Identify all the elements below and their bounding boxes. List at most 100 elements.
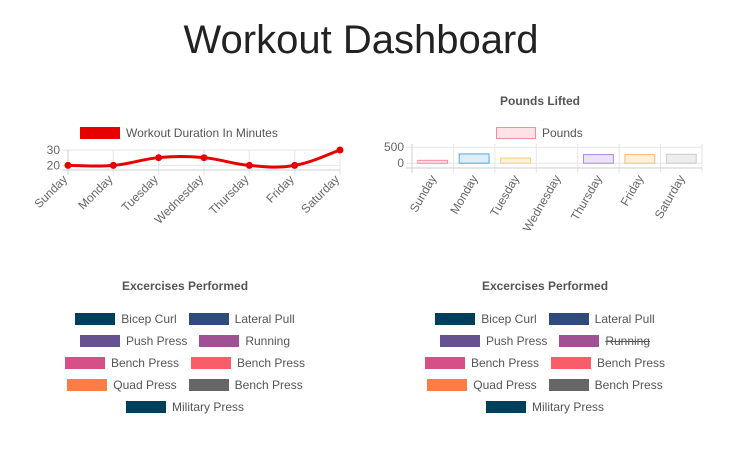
exercise-legend-swatch <box>435 313 476 325</box>
duration-legend-label: Workout Duration In Minutes <box>126 126 278 140</box>
exercise-legend-label: Bicep Curl <box>121 312 177 326</box>
x-tick-label: Thursday <box>206 172 251 217</box>
duration-data-point <box>64 161 72 169</box>
exercise-legend-item[interactable]: Bench Press <box>191 356 305 370</box>
y-tick-label: 20 <box>47 158 61 172</box>
duration-chart-panel: Workout Duration In Minutes 20 30 Sunday Mo… <box>30 120 350 230</box>
exercises-left-legend: Bicep Curl Lateral Pull Push Press Running B… <box>40 272 330 442</box>
duration-legend-swatch <box>80 127 120 139</box>
x-tick-label: Monday <box>447 173 480 217</box>
exercise-legend-label: Running <box>605 334 651 348</box>
x-tick-label: Friday <box>263 172 296 205</box>
exercise-legend-item[interactable]: Running <box>559 334 650 348</box>
page-title: Workout Dashboard <box>183 18 539 62</box>
exercise-legend-item[interactable]: Military Press <box>485 400 604 414</box>
exercise-legend-item[interactable]: Bench Press <box>64 356 179 370</box>
exercise-legend-item[interactable]: Bench Press <box>188 378 303 392</box>
exercise-legend-item[interactable]: Bench Press <box>548 378 663 392</box>
exercise-legend-label: Bench Press <box>594 378 663 392</box>
pounds-bar <box>624 154 656 164</box>
pounds-chart-title: Pounds Lifted <box>500 94 580 108</box>
exercises-right-title: Excercises Performed <box>481 279 609 293</box>
duration-data-point <box>155 154 163 162</box>
exercises-left-title: Excercises Performed <box>121 279 249 293</box>
duration-data-point <box>336 146 344 154</box>
exercise-legend-label: Quad Press <box>473 378 537 392</box>
exercises-right-panel: Excercises Performed Bicep Curl Lateral P… <box>400 272 690 442</box>
exercise-legend-label: Lateral Pull <box>234 312 295 326</box>
pounds-legend-swatch <box>496 127 536 139</box>
exercise-legend-label: Bench Press <box>470 356 539 370</box>
exercise-legend-swatch <box>548 379 589 391</box>
pounds-bar <box>500 157 531 164</box>
exercise-legend-swatch <box>191 357 231 369</box>
duration-data-point <box>291 161 299 169</box>
x-tick-label: Tuesday <box>119 172 161 214</box>
pounds-bar <box>583 154 614 164</box>
exercise-legend-label: Push Press <box>485 334 548 348</box>
exercise-legend-item[interactable]: Military Press <box>125 400 244 414</box>
exercise-legend-label: Push Press <box>125 334 188 348</box>
exercise-legend-label: Lateral Pull <box>594 312 655 326</box>
exercise-legend-swatch <box>188 379 229 391</box>
exercise-legend-swatch <box>427 379 468 391</box>
exercise-legend-swatch <box>79 335 120 347</box>
x-tick-label: Friday <box>618 173 647 209</box>
y-tick-label: 500 <box>384 140 404 154</box>
exercise-legend-label: Quad Press <box>113 378 177 392</box>
exercise-legend-swatch <box>64 357 105 369</box>
exercise-legend-label: Bicep Curl <box>481 312 537 326</box>
x-tick-label: Saturday <box>298 172 342 216</box>
exercises-right-legend: Bicep Curl Lateral Pull Push Press Running B… <box>400 272 690 442</box>
duration-data-point <box>109 161 117 169</box>
duration-data-point <box>245 161 253 169</box>
y-tick-label: 0 <box>397 156 404 170</box>
exercise-legend-label: Running <box>245 334 291 348</box>
pounds-chart-panel: Pounds Lifted Pounds 0 500 Sunday Monday Tue… <box>370 88 710 230</box>
x-tick-label: Thursday <box>568 173 605 223</box>
exercise-legend-item[interactable]: Quad Press <box>67 378 177 392</box>
exercise-legend-swatch <box>424 357 465 369</box>
x-tick-label: Sunday <box>407 173 439 215</box>
pounds-bar <box>417 159 449 164</box>
exercise-legend-swatch <box>75 313 116 325</box>
x-tick-label: Tuesday <box>487 173 522 219</box>
exercise-legend-item[interactable]: Running <box>199 334 290 348</box>
exercise-legend-item[interactable]: Lateral Pull <box>188 312 295 326</box>
exercise-legend-label: Bench Press <box>237 356 306 370</box>
exercise-legend-swatch <box>188 313 229 325</box>
exercise-legend-swatch <box>67 379 108 391</box>
pounds-bar <box>458 153 490 164</box>
exercise-legend-item[interactable]: Quad Press <box>427 378 537 392</box>
x-tick-label: Wednesday <box>520 173 564 231</box>
pounds-bar <box>665 153 697 164</box>
x-tick-label: Saturday <box>652 173 688 222</box>
exercise-legend-swatch <box>199 335 240 347</box>
duration-legend-item[interactable]: Workout Duration In Minutes <box>80 126 278 140</box>
pounds-legend-item[interactable]: Pounds <box>496 126 583 140</box>
exercise-legend-swatch <box>548 313 589 325</box>
exercise-legend-item[interactable]: Push Press <box>79 334 188 348</box>
exercise-legend-swatch <box>559 335 600 347</box>
exercise-legend-item[interactable]: Bench Press <box>551 356 665 370</box>
exercise-legend-swatch <box>551 357 591 369</box>
pounds-legend-label: Pounds <box>542 126 583 140</box>
exercise-legend-swatch <box>485 401 526 413</box>
exercise-legend-label: Military Press <box>171 400 244 414</box>
exercise-legend-label: Bench Press <box>110 356 179 370</box>
exercise-legend-label: Military Press <box>531 400 604 414</box>
exercise-legend-swatch <box>125 401 166 413</box>
exercise-legend-swatch <box>439 335 480 347</box>
exercise-legend-item[interactable]: Push Press <box>439 334 548 348</box>
exercise-legend-item[interactable]: Lateral Pull <box>548 312 655 326</box>
exercise-legend-item[interactable]: Bicep Curl <box>435 312 537 326</box>
exercise-legend-item[interactable]: Bicep Curl <box>75 312 177 326</box>
exercises-left-panel: Excercises Performed Bicep Curl Lateral P… <box>40 272 330 442</box>
exercise-legend-item[interactable]: Bench Press <box>424 356 539 370</box>
exercise-legend-label: Bench Press <box>597 356 666 370</box>
exercise-legend-label: Bench Press <box>234 378 303 392</box>
y-tick-label: 30 <box>47 143 61 157</box>
duration-data-point <box>200 154 208 162</box>
x-tick-label: Sunday <box>31 172 70 211</box>
